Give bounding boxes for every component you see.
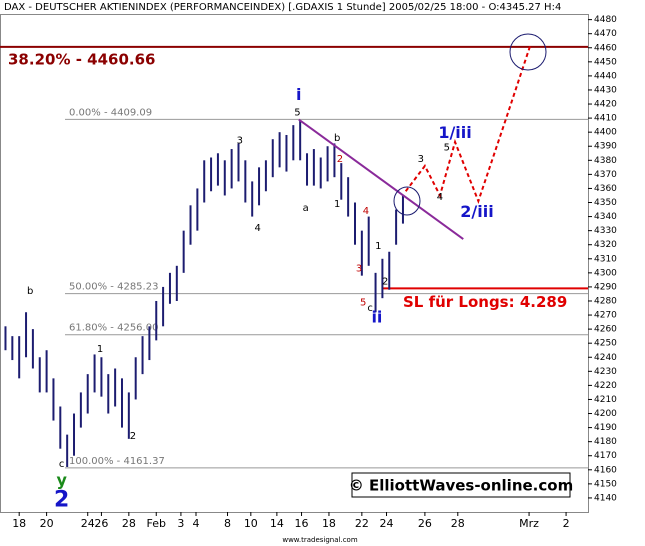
y-tick-label: 4450 — [594, 57, 617, 67]
x-tick-label: 4 — [193, 517, 200, 530]
plot-frame — [0, 14, 589, 513]
y-tick-label: 4190 — [594, 423, 617, 433]
chart-title: DAX - DEUTSCHER AKTIENINDEX (PERFORMANCE… — [4, 2, 561, 13]
wave-label: 5 — [294, 107, 300, 118]
wave-label: 2 — [382, 276, 388, 287]
x-tick-label: 3 — [177, 517, 184, 530]
x-tick-label: 22 — [355, 517, 369, 530]
y-tick-label: 4410 — [594, 114, 617, 124]
y-tick-label: 4320 — [594, 240, 617, 250]
wave-label: c — [59, 459, 65, 470]
x-tick-label: Mrz — [519, 517, 539, 530]
y-tick-label: 4230 — [594, 367, 617, 377]
x-tick-label: 28 — [122, 517, 136, 530]
y-tick-label: 4370 — [594, 170, 617, 180]
y-tick-label: 4200 — [594, 409, 617, 419]
footer: www.tradesignal.com — [282, 536, 357, 544]
y-tick-label: 4280 — [594, 296, 617, 306]
highlight-circle — [393, 186, 421, 216]
wave-label: 4 — [437, 192, 443, 203]
x-tick-label: 28 — [451, 517, 465, 530]
y-tick-label: 4480 — [594, 15, 617, 25]
y-tick-label: 4360 — [594, 184, 617, 194]
y-tick-label: 4260 — [594, 325, 617, 335]
wave-label: c — [367, 303, 373, 314]
watermark-box — [351, 472, 571, 498]
x-tick-label: 10 — [244, 517, 258, 530]
highlight-circle — [509, 33, 547, 71]
wave-label: y — [56, 471, 67, 490]
y-tick-label: 4300 — [594, 268, 617, 278]
wave-label: 1 — [375, 241, 381, 252]
y-tick-label: 4150 — [594, 479, 617, 489]
y-tick-label: 4420 — [594, 100, 617, 110]
level-label: 38.20% - 4460.66 — [8, 50, 155, 68]
wave-label: 3 — [237, 136, 243, 147]
x-tick-label: 26 — [94, 517, 108, 530]
wave-label: 2 — [337, 154, 343, 165]
wave-label: 2 — [54, 488, 69, 513]
x-tick-label: 16 — [295, 517, 309, 530]
x-tick-label: 18 — [12, 517, 26, 530]
level-label: 61.80% - 4256.00 — [69, 323, 158, 334]
wave-label: 5 — [360, 297, 366, 308]
wave-label: 3 — [356, 264, 362, 275]
y-tick-label: 4140 — [594, 493, 617, 503]
wave-label: b — [27, 286, 33, 297]
y-tick-label: 4470 — [594, 29, 617, 39]
y-tick-label: 4220 — [594, 381, 617, 391]
x-tick-label: 14 — [270, 517, 284, 530]
y-tick-label: 4310 — [594, 254, 617, 264]
x-tick-label: Feb — [147, 517, 166, 530]
level-label: 50.00% - 4285.23 — [69, 282, 158, 293]
level-label: 0.00% - 4409.09 — [69, 107, 152, 118]
y-tick-label: 4440 — [594, 71, 617, 81]
y-tick-label: 4180 — [594, 437, 617, 447]
x-tick-label: 26 — [418, 517, 432, 530]
y-tick-label: 4380 — [594, 156, 617, 166]
y-tick-label: 4270 — [594, 311, 617, 321]
y-tick-label: 4340 — [594, 212, 617, 222]
y-tick-label: 4460 — [594, 43, 617, 53]
wave-label: a — [303, 203, 309, 214]
x-tick-label: 24 — [81, 517, 95, 530]
x-tick-label: 2 — [563, 517, 570, 530]
trendline — [298, 118, 464, 240]
x-tick-label: 8 — [224, 517, 231, 530]
wave-label: 4 — [363, 206, 369, 217]
wave-label: 2/iii — [460, 202, 493, 221]
wave-label: 1 — [97, 344, 103, 355]
x-tick-label: 20 — [40, 517, 54, 530]
level-label: SL für Longs: 4.289 — [403, 293, 567, 311]
y-tick-label: 4210 — [594, 395, 617, 405]
y-tick-label: 4430 — [594, 85, 617, 95]
wave-label: 1/iii — [438, 123, 471, 142]
wave-label: 5 — [444, 143, 450, 154]
wave-label: b — [334, 133, 340, 144]
wave-label: 4 — [254, 223, 260, 234]
wave-projection — [404, 44, 532, 205]
y-tick-label: 4250 — [594, 339, 617, 349]
wave-label: i — [296, 85, 301, 104]
wave-label: 2 — [130, 431, 136, 442]
y-tick-label: 4400 — [594, 128, 617, 138]
x-tick-label: 24 — [380, 517, 394, 530]
wave-label: 3 — [418, 154, 424, 165]
y-tick-label: 4390 — [594, 142, 617, 152]
y-tick-label: 4350 — [594, 198, 617, 208]
x-tick-label: 18 — [322, 517, 336, 530]
y-tick-label: 4240 — [594, 353, 617, 363]
y-tick-label: 4290 — [594, 282, 617, 292]
wave-label: ii — [371, 307, 382, 326]
level-label: 100.00% - 4161.37 — [69, 456, 165, 467]
wave-label: 1 — [334, 199, 340, 210]
watermark: © ElliottWaves-online.com — [349, 477, 573, 495]
y-tick-label: 4330 — [594, 226, 617, 236]
y-tick-label: 4160 — [594, 465, 617, 475]
y-tick-label: 4170 — [594, 451, 617, 461]
